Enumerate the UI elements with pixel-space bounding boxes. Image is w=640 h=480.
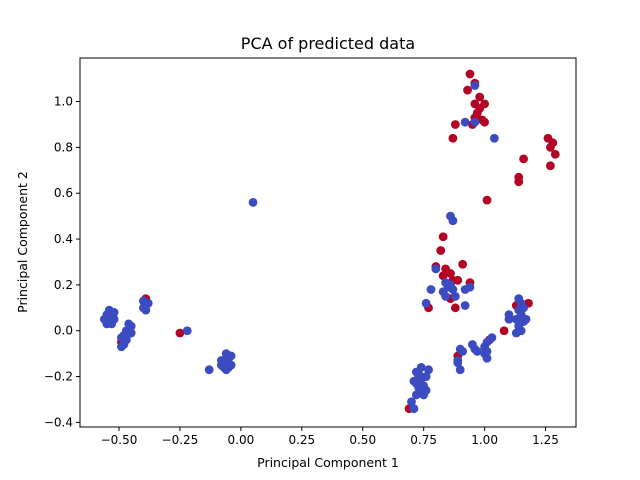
x-tick-label: −0.50 bbox=[101, 433, 138, 447]
y-tick-label: 1.0 bbox=[54, 95, 73, 109]
data-point bbox=[182, 326, 192, 336]
y-tick-label: 0.2 bbox=[54, 278, 73, 292]
data-point bbox=[480, 99, 489, 109]
data-point bbox=[446, 269, 455, 278]
data-point bbox=[482, 353, 492, 363]
data-point bbox=[489, 133, 499, 143]
data-point bbox=[414, 372, 424, 381]
data-point bbox=[460, 117, 470, 127]
data-point bbox=[499, 326, 509, 336]
data-point bbox=[463, 85, 472, 95]
data-point bbox=[519, 154, 528, 164]
data-point bbox=[465, 282, 475, 292]
data-point bbox=[438, 232, 448, 242]
data-point bbox=[143, 298, 153, 308]
data-point bbox=[117, 342, 126, 352]
data-point bbox=[480, 117, 489, 127]
data-point bbox=[521, 314, 531, 324]
data-point bbox=[455, 365, 465, 375]
data-point bbox=[107, 319, 117, 329]
data-point bbox=[453, 358, 463, 368]
data-point bbox=[438, 271, 448, 281]
data-point bbox=[141, 305, 151, 315]
data-point bbox=[458, 259, 468, 269]
data-point bbox=[514, 177, 524, 187]
data-point bbox=[453, 275, 463, 285]
plot-area: −0.50 −0.25 0.00 0.25 0.50 0.75 1.00 1.25 −0.4 −0… bbox=[44, 57, 577, 447]
data-point bbox=[409, 404, 419, 414]
plot-frame bbox=[79, 57, 577, 428]
data-point bbox=[121, 335, 131, 345]
data-point bbox=[421, 385, 431, 395]
data-point bbox=[411, 390, 421, 400]
data-point bbox=[470, 81, 480, 90]
data-point bbox=[216, 356, 226, 365]
data-point bbox=[436, 246, 446, 255]
data-point bbox=[475, 92, 485, 102]
y-tick-label: 0.8 bbox=[54, 140, 73, 154]
data-point bbox=[448, 133, 458, 143]
data-point bbox=[450, 303, 460, 313]
y-tick-label: 0.0 bbox=[54, 324, 73, 338]
x-axis-label: Principal Component 1 bbox=[257, 455, 399, 470]
data-point bbox=[426, 285, 436, 294]
y-tick-label: 0.4 bbox=[54, 232, 73, 246]
data-point bbox=[482, 195, 492, 205]
data-point bbox=[472, 346, 482, 356]
data-point bbox=[450, 120, 460, 129]
x-tick-label: 0.00 bbox=[228, 433, 255, 447]
x-tick-label: 0.50 bbox=[349, 433, 376, 447]
data-point bbox=[546, 161, 555, 171]
x-tick-label: −0.25 bbox=[162, 433, 199, 447]
data-point bbox=[248, 197, 258, 207]
x-tick-label: 1.00 bbox=[471, 433, 498, 447]
data-point bbox=[126, 328, 136, 338]
chart-title: PCA of predicted data bbox=[241, 34, 415, 53]
data-point bbox=[204, 365, 214, 375]
data-point bbox=[450, 291, 460, 301]
data-point bbox=[511, 328, 521, 338]
data-point bbox=[511, 314, 521, 324]
data-point bbox=[550, 149, 560, 159]
data-point bbox=[448, 285, 458, 294]
data-point bbox=[226, 360, 236, 370]
data-point bbox=[465, 69, 475, 79]
x-tick-label: 1.25 bbox=[532, 433, 559, 447]
x-tick-label: 0.25 bbox=[288, 433, 315, 447]
data-point bbox=[407, 397, 416, 407]
data-point bbox=[504, 314, 514, 324]
data-point bbox=[458, 346, 468, 356]
data-point bbox=[448, 216, 458, 226]
y-tick-label: 0.6 bbox=[54, 186, 73, 200]
data-point bbox=[546, 142, 555, 152]
data-point bbox=[109, 308, 119, 317]
y-axis-label: Principal Component 2 bbox=[15, 171, 30, 313]
data-point bbox=[487, 333, 497, 343]
data-point bbox=[175, 328, 185, 338]
y-tick-label: −0.2 bbox=[44, 370, 73, 384]
data-point bbox=[424, 365, 433, 375]
data-point bbox=[421, 298, 431, 308]
data-point bbox=[431, 264, 441, 274]
data-point bbox=[421, 372, 431, 381]
x-tick-label: 0.75 bbox=[410, 433, 437, 447]
data-point bbox=[460, 301, 470, 310]
data-point bbox=[441, 291, 451, 301]
data-point bbox=[416, 363, 426, 372]
data-point bbox=[470, 117, 480, 127]
y-tick-label: −0.4 bbox=[44, 415, 73, 429]
